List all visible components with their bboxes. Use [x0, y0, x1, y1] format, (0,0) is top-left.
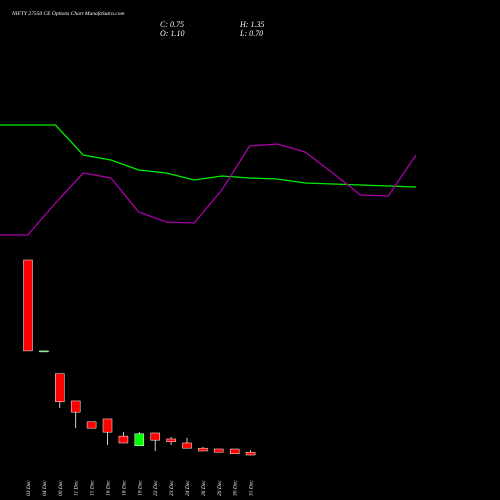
- x-tick-label: 16 Dec: [106, 480, 112, 496]
- x-tick-label: 26 Dec: [201, 480, 207, 496]
- candle-body: [198, 447, 208, 452]
- candle-body: [214, 448, 224, 453]
- x-tick-label: 19 Dec: [137, 480, 143, 496]
- candle-body: [102, 418, 113, 433]
- x-tick-label: 15 Dec: [90, 480, 96, 496]
- candle-body: [86, 421, 97, 429]
- x-tick-label: 30 Dec: [233, 480, 239, 497]
- candle-body: [39, 350, 49, 353]
- candle-body: [150, 432, 160, 441]
- x-tick-label: 18 Dec: [121, 480, 127, 496]
- ohlc-high: H: 1.35: [239, 20, 264, 29]
- candle-body: [134, 433, 145, 447]
- x-tick-label: 31 Dec: [249, 480, 255, 497]
- x-tick-label: 29 Dec: [217, 480, 223, 496]
- x-tick-label: 04 Dec: [41, 480, 48, 496]
- candle-body: [182, 442, 192, 449]
- x-tick-label: 09 Dec: [58, 480, 64, 496]
- candle-body: [55, 373, 65, 402]
- indicator-line: [0, 143, 417, 236]
- ohlc-close: C: 0.75: [160, 20, 184, 29]
- ohlc-open: O: 1.10: [160, 29, 184, 38]
- candle-body: [70, 400, 81, 413]
- x-tick-label: 24 Dec: [184, 480, 191, 496]
- candle-body: [229, 448, 240, 455]
- x-tick-label: 03 Dec: [26, 480, 32, 496]
- candle-body: [118, 435, 129, 444]
- ohlc-low: L: 0.70: [239, 29, 263, 38]
- candle-body: [245, 451, 256, 456]
- x-tick-label: 23 Dec: [169, 480, 175, 496]
- candle-body: [23, 259, 33, 352]
- x-tick-label: 22 Dec: [153, 480, 159, 496]
- chart-title: NIFTY 27550 CE Options Chart MunafaSutra…: [11, 10, 124, 17]
- candle-body: [166, 438, 176, 443]
- x-tick-label: 11 Dec: [74, 480, 80, 496]
